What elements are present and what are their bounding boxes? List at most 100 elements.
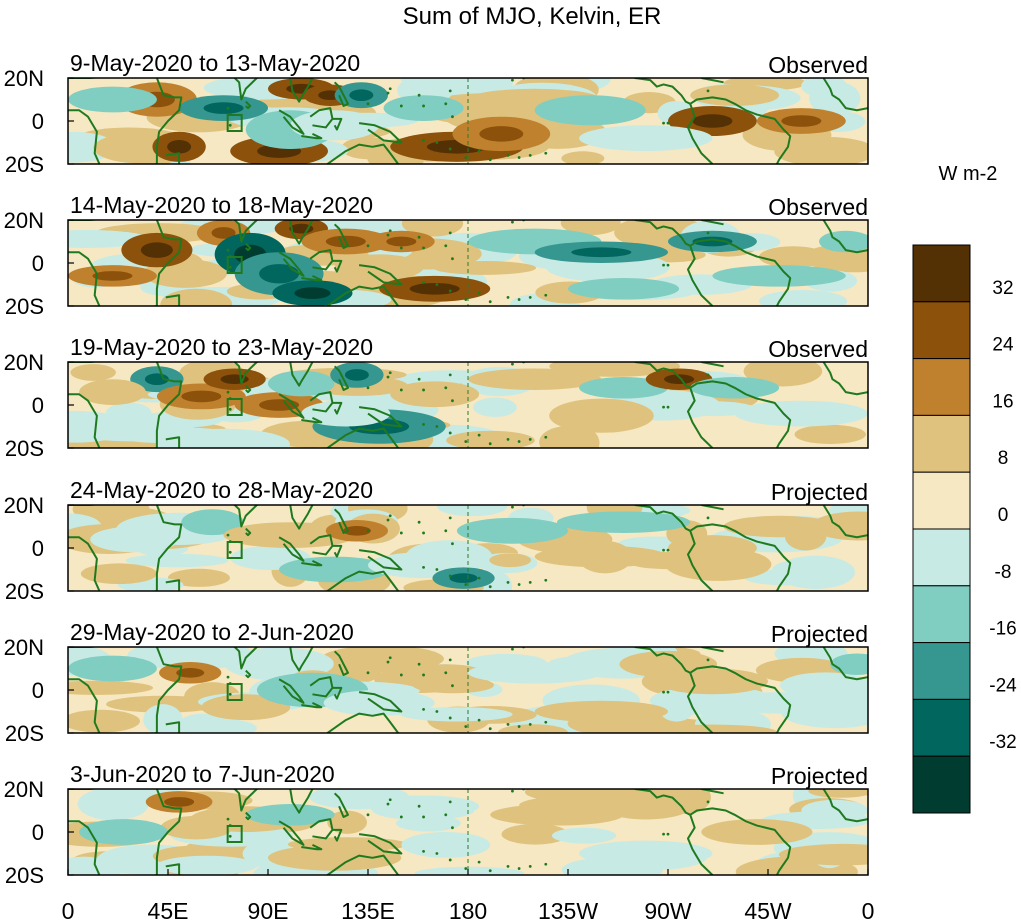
coastline [233, 647, 260, 670]
anomaly-blob [668, 535, 757, 561]
coastlines [68, 220, 868, 306]
island [451, 684, 454, 688]
coastline [163, 294, 181, 306]
coastline [332, 117, 343, 131]
y-tick-label: 20N [4, 777, 44, 802]
island [517, 156, 521, 159]
anomaly-blob [90, 526, 180, 553]
coastline [68, 362, 183, 448]
anomaly-blob [223, 522, 357, 548]
island [444, 529, 448, 533]
island [366, 102, 370, 106]
island [417, 93, 421, 97]
anomaly-blob [723, 515, 835, 538]
anomaly-core [140, 242, 173, 258]
anomaly-blob [534, 545, 668, 568]
coastline [233, 505, 260, 528]
coastline [325, 570, 400, 591]
y-tick-label: 20N [4, 208, 44, 233]
map-panel: 20N 0 20S 29-May-2020 to 2-Jun-2020 Projecte… [4, 619, 869, 746]
island [506, 581, 510, 584]
colorbar-label: -16 [989, 619, 1016, 640]
coastline [358, 549, 403, 571]
island [451, 542, 454, 546]
island [477, 860, 481, 864]
anomaly-field [68, 220, 868, 306]
anomaly-blob [68, 655, 157, 682]
anomaly-blob [468, 368, 602, 390]
coastline [289, 789, 314, 814]
anomaly-blob [779, 672, 868, 699]
island [435, 710, 439, 713]
anomaly-blob [70, 364, 116, 381]
colorbar: W m-2 32 24 16 8 0 -8 -16 -24 -32 [912, 163, 1017, 814]
coastline [333, 81, 349, 107]
island [226, 106, 230, 110]
coastline [289, 362, 314, 387]
island [464, 156, 468, 159]
island [422, 422, 425, 426]
coastline [233, 220, 260, 243]
island [706, 89, 710, 93]
anomaly-blob [468, 662, 602, 684]
island [448, 231, 452, 235]
coastline [325, 143, 400, 164]
colorbar-swatch [912, 585, 971, 644]
anomaly-blob [456, 517, 568, 544]
anomaly-blob [368, 795, 480, 817]
colorbar-swatch [912, 414, 971, 473]
anomaly-core [259, 264, 300, 284]
island [666, 690, 670, 694]
coastline [634, 647, 691, 674]
panels-group: 20N 0 20S 9-May-2020 to 13-May-2020 Observed… [4, 50, 869, 888]
island [228, 123, 232, 127]
island [662, 121, 665, 125]
map-panel: 20N 0 20S 14-May-2020 to 18-May-2020 Observe… [4, 192, 869, 319]
anomaly-blob [400, 707, 513, 722]
anomaly-blob [68, 86, 157, 113]
anomaly-blob [645, 724, 777, 733]
island [448, 858, 452, 862]
y-tick-label: 20N [4, 350, 44, 375]
island [366, 671, 370, 675]
coastline [689, 238, 792, 306]
y-tick-label: 20S [5, 579, 44, 604]
anomaly-blob [473, 397, 517, 417]
island [444, 102, 448, 106]
coastline [634, 78, 691, 105]
island [544, 862, 548, 866]
island [477, 291, 481, 295]
island [386, 375, 390, 379]
anomaly-blob [772, 560, 820, 581]
island [666, 832, 670, 836]
map-panel: 20N 0 20S 3-Jun-2020 to 7-Jun-2020 Projected [4, 761, 869, 888]
island [464, 867, 468, 870]
island [388, 87, 392, 91]
coastline [68, 505, 183, 591]
anomaly-blob [712, 265, 846, 287]
anomaly-blob [80, 563, 158, 584]
anomaly-blob [561, 151, 605, 164]
coastline [278, 109, 305, 135]
coastline [309, 676, 334, 698]
island [228, 265, 232, 269]
anomaly-blob [778, 843, 868, 866]
anomaly-blob [579, 377, 668, 399]
island [544, 293, 548, 297]
coastline [289, 505, 314, 530]
island [706, 373, 710, 377]
coastline [333, 365, 349, 391]
anomaly-blob [446, 430, 535, 448]
colorbar-label: 16 [992, 391, 1013, 412]
island [517, 440, 521, 443]
island [488, 158, 492, 162]
island [451, 257, 454, 261]
island [228, 550, 232, 554]
anomaly-blob [414, 866, 525, 875]
anomaly-core [692, 114, 733, 128]
anomaly-blob [68, 410, 132, 443]
coastline [163, 863, 181, 875]
anomaly-core [342, 525, 371, 536]
colorbar-label: 0 [998, 505, 1009, 526]
island [388, 371, 392, 375]
